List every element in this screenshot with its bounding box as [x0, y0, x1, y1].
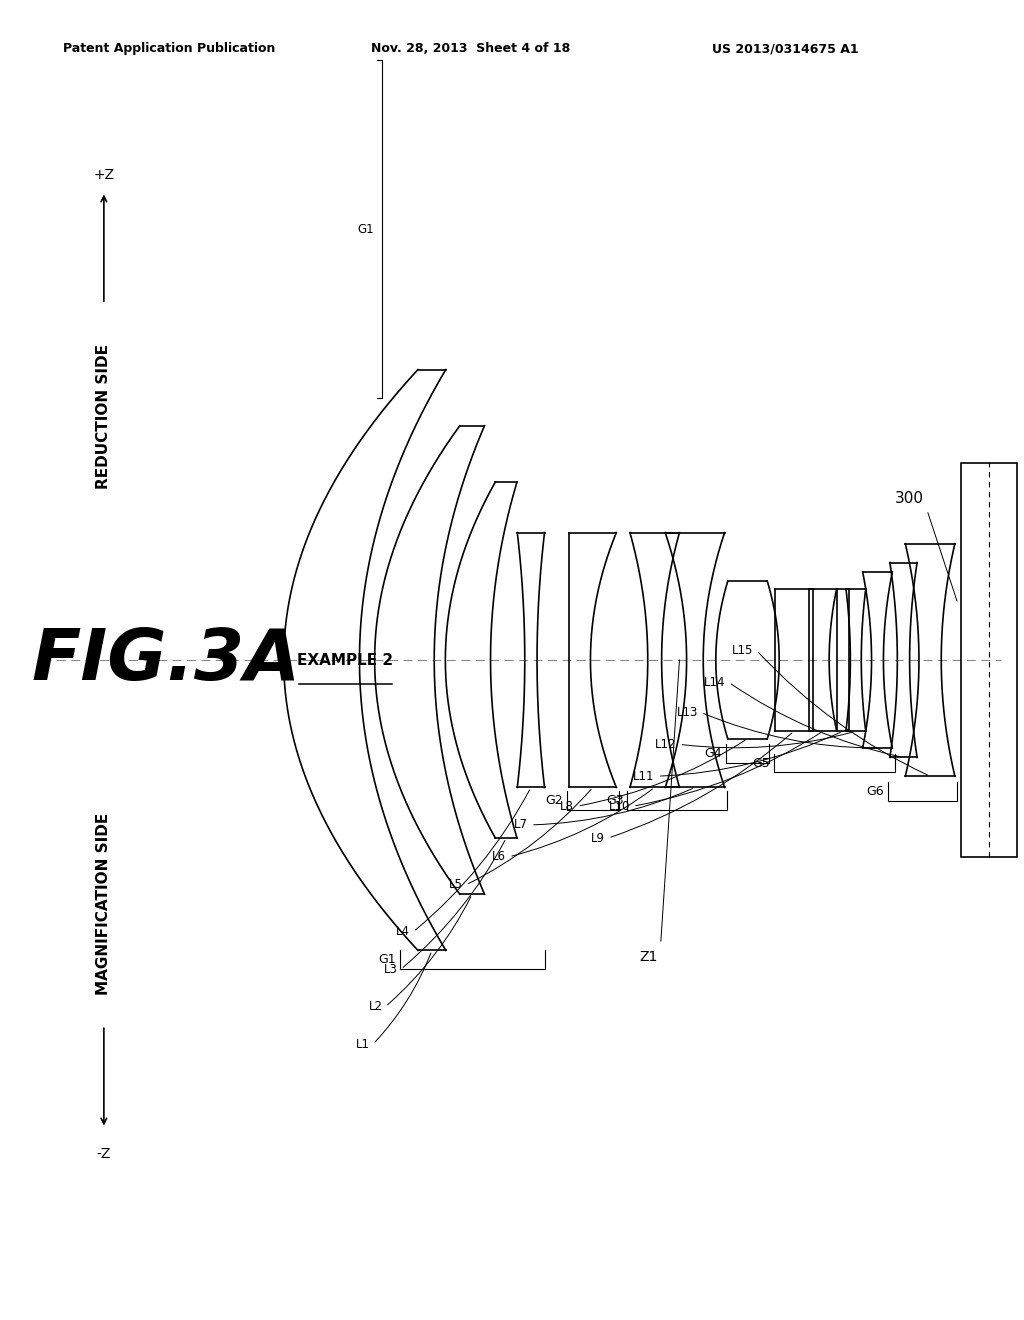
Text: L5: L5 [449, 878, 463, 891]
Text: G5: G5 [752, 756, 770, 770]
Text: L13: L13 [677, 706, 698, 719]
Text: L7: L7 [514, 818, 527, 832]
Text: MAGNIFICATION SIDE: MAGNIFICATION SIDE [96, 813, 112, 995]
Text: FIG.3A: FIG.3A [31, 626, 300, 694]
Text: Z1: Z1 [639, 950, 657, 965]
Text: L9: L9 [591, 832, 605, 845]
Text: G1: G1 [378, 953, 396, 966]
Text: US 2013/0314675 A1: US 2013/0314675 A1 [712, 42, 858, 55]
Text: G4: G4 [705, 747, 722, 760]
Text: G3: G3 [606, 795, 624, 807]
Text: G1: G1 [357, 223, 375, 235]
Text: L6: L6 [493, 850, 506, 863]
Bar [962, 463, 1017, 857]
Text: L3: L3 [384, 962, 398, 975]
Text: 300: 300 [895, 491, 924, 507]
Text: -Z: -Z [96, 1147, 111, 1162]
Text: G6: G6 [866, 784, 885, 797]
Text: REDUCTION SIDE: REDUCTION SIDE [96, 345, 112, 488]
Text: L10: L10 [608, 800, 630, 813]
Text: L11: L11 [633, 770, 654, 783]
Text: L1: L1 [356, 1038, 370, 1051]
Text: Nov. 28, 2013  Sheet 4 of 18: Nov. 28, 2013 Sheet 4 of 18 [371, 42, 570, 55]
Text: L8: L8 [560, 800, 574, 813]
Text: +Z: +Z [93, 168, 115, 182]
Text: Patent Application Publication: Patent Application Publication [63, 42, 275, 55]
Text: L2: L2 [369, 1001, 382, 1014]
Text: L15: L15 [732, 644, 754, 657]
Text: EXAMPLE 2: EXAMPLE 2 [297, 652, 393, 668]
Text: G2: G2 [546, 795, 563, 807]
Text: L12: L12 [655, 738, 676, 751]
Text: L14: L14 [705, 676, 726, 689]
Text: L4: L4 [396, 925, 411, 939]
